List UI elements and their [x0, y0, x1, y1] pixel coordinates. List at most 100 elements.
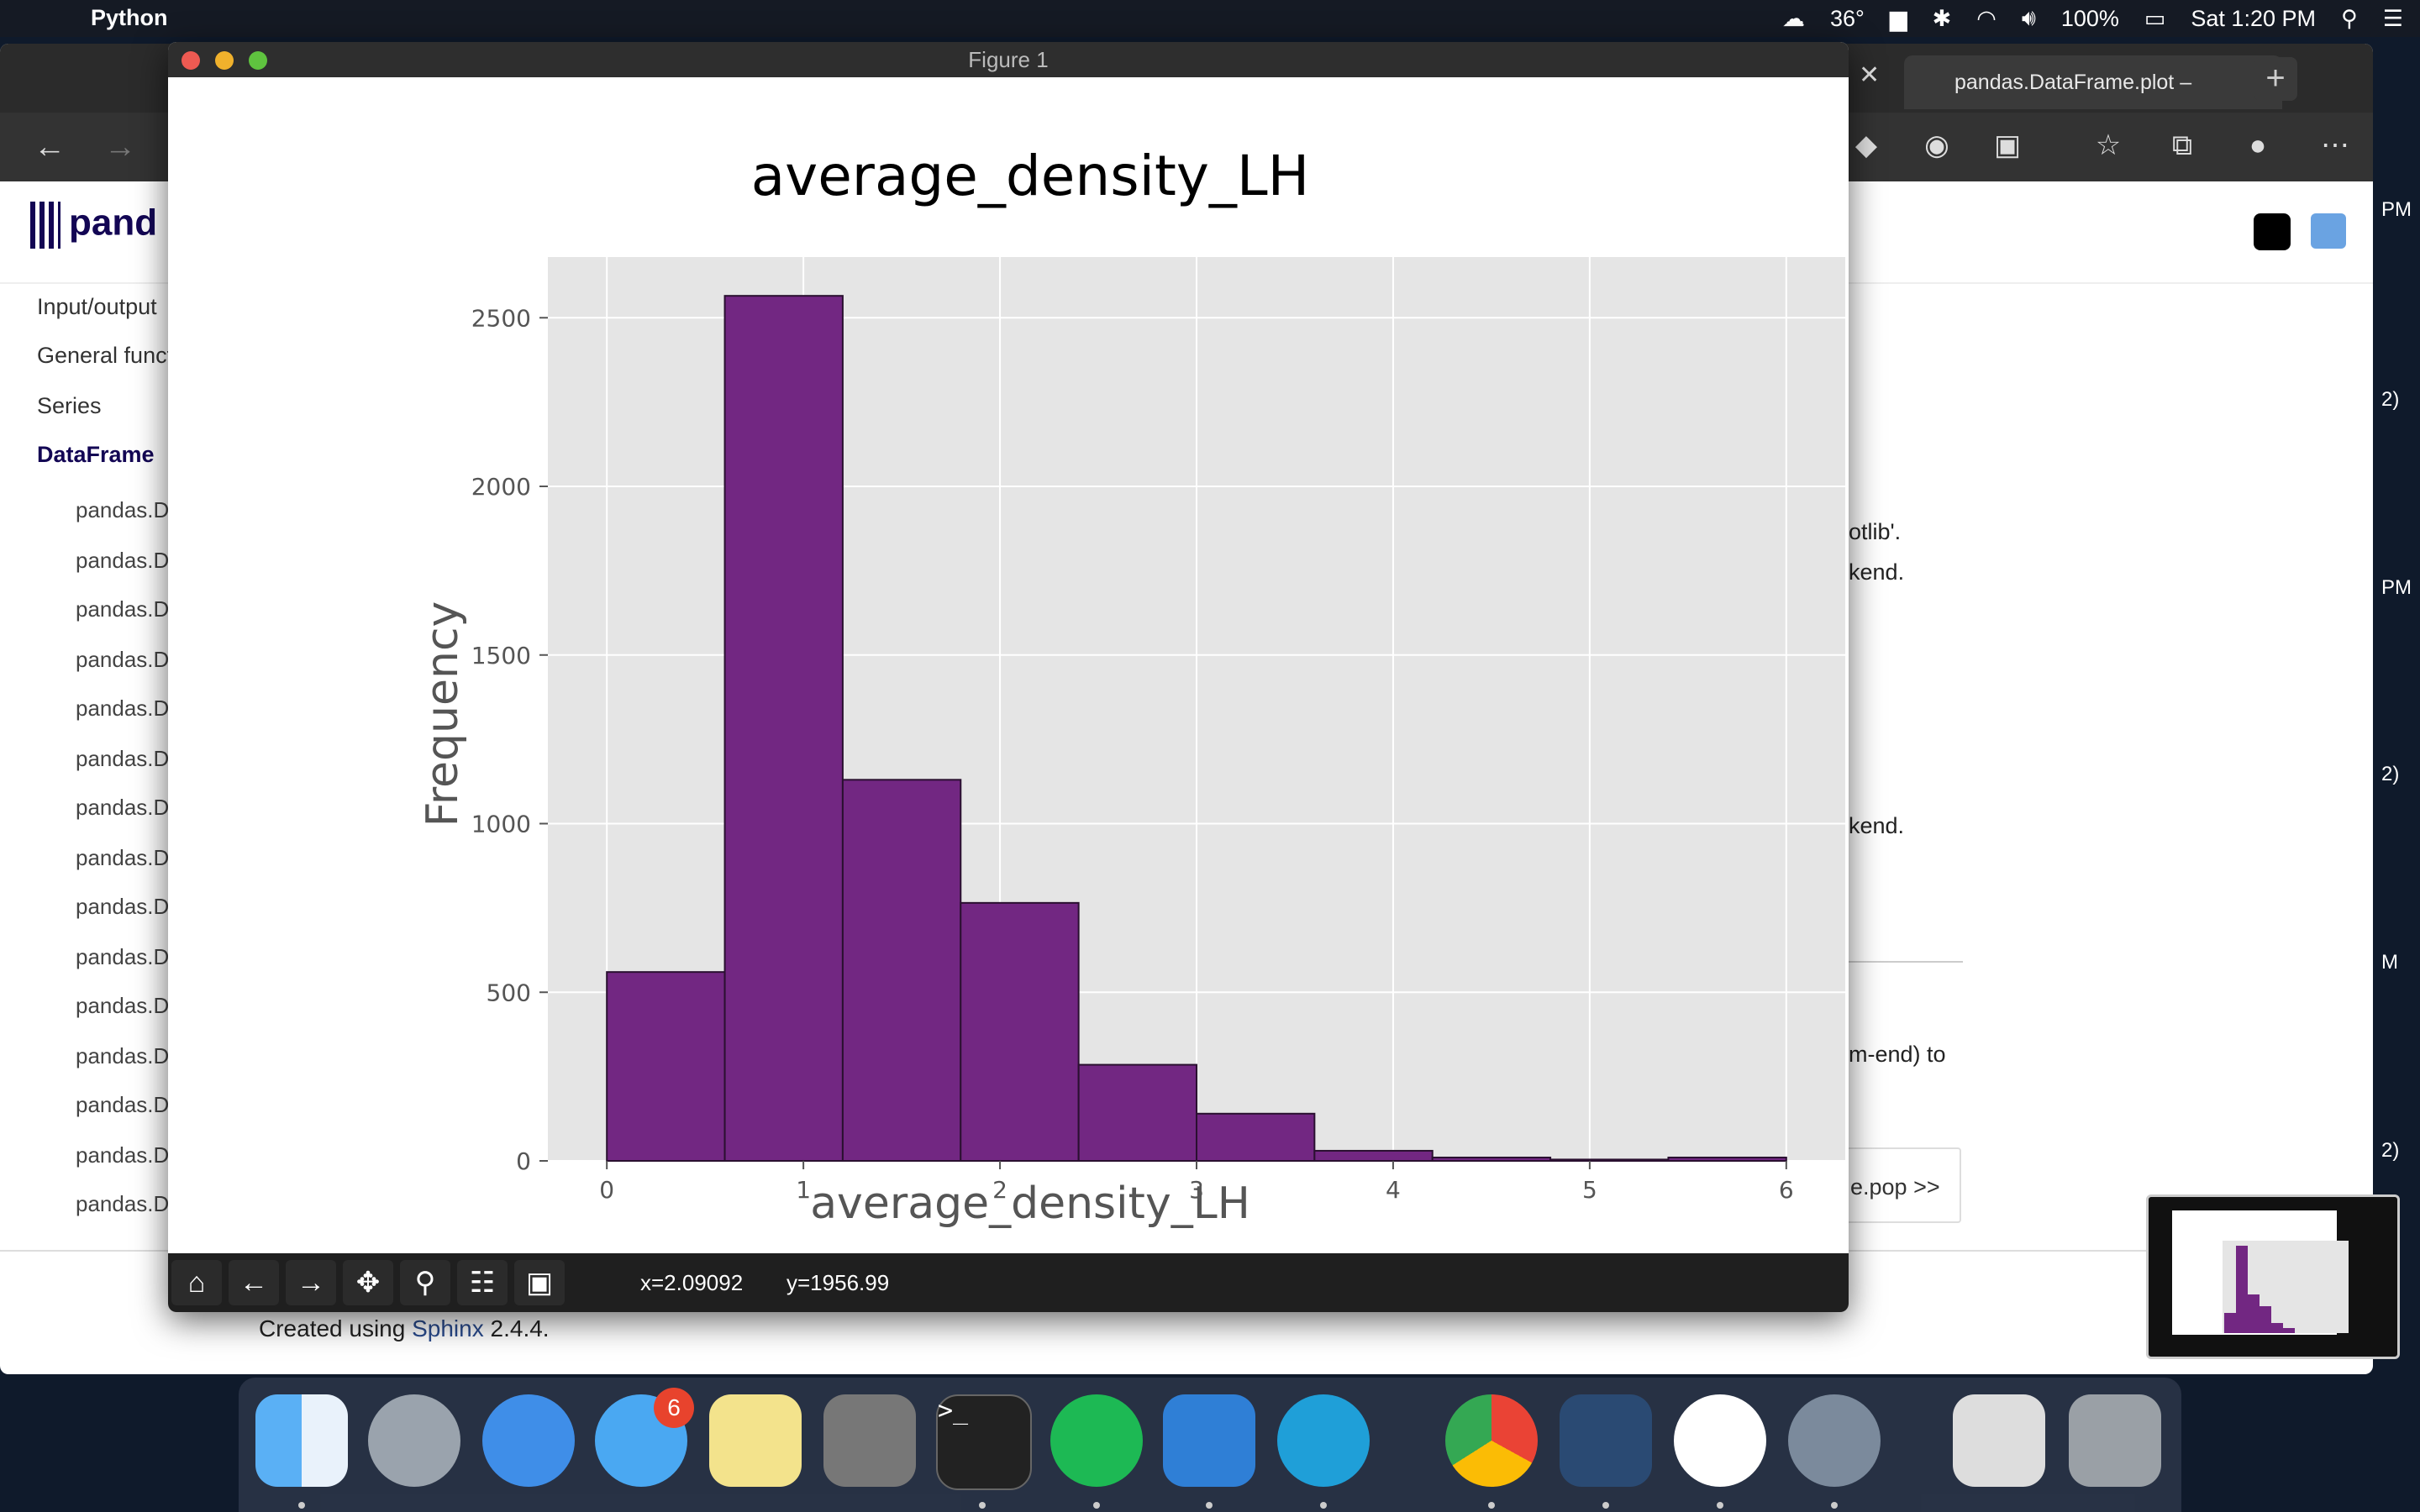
browser-tab[interactable]: pandas.DataFrame.plot – ✕	[1904, 55, 2282, 109]
sidebar-subitem[interactable]: pandas.D	[76, 647, 170, 672]
mysql-workbench-icon[interactable]	[1560, 1394, 1652, 1487]
extension-icon[interactable]: ◉	[1924, 129, 1949, 161]
favorites-icon[interactable]: ☆	[2095, 129, 2122, 161]
sidebar-subitem[interactable]: pandas.D	[76, 845, 170, 870]
figure-window-title: Figure 1	[968, 47, 1049, 72]
back-arrow-icon[interactable]: ←	[34, 129, 66, 165]
doc-link-fragment[interactable]: kend	[1849, 559, 1898, 585]
page-footer: Created using Sphinx 2.4.4.	[259, 1315, 550, 1342]
extension-icon[interactable]: ▣	[1993, 129, 2022, 161]
notes-icon[interactable]	[709, 1394, 802, 1487]
volume-icon[interactable]: 🔊︎	[2021, 5, 2036, 30]
clock[interactable]: Sat 1:20 PM	[2191, 5, 2316, 31]
zoom-icon[interactable]: ⚲	[400, 1260, 450, 1305]
running-indicator	[1831, 1502, 1838, 1509]
running-indicator	[979, 1502, 986, 1509]
running-indicator	[298, 1502, 305, 1509]
y-tick-label: 500	[487, 979, 531, 1006]
finder-icon[interactable]	[255, 1394, 348, 1487]
sidebar-subitem[interactable]: pandas.D	[76, 993, 170, 1018]
bluetooth-icon[interactable]: ✱	[1932, 5, 1952, 31]
extension-icon[interactable]: ◆	[1854, 129, 1878, 161]
save-icon[interactable]: ▣	[514, 1260, 565, 1305]
profile-avatar-icon[interactable]: ●	[2249, 129, 2267, 161]
configure-subplots-icon[interactable]: ☷	[457, 1260, 508, 1305]
spotify-icon[interactable]	[1050, 1394, 1143, 1487]
y-tick-label: 0	[516, 1147, 531, 1175]
figure-toolbar: ⌂ ← → ✥ ⚲ ☷ ▣ x=2.09092 y=1956.99	[168, 1253, 1849, 1312]
x-tick-label: 3	[1189, 1176, 1204, 1204]
weather-temp[interactable]: 36°	[1830, 5, 1865, 31]
trash-icon[interactable]	[2069, 1394, 2161, 1487]
sidebar-subitem[interactable]: pandas.D	[76, 1191, 170, 1216]
sidebar-item-dataframe[interactable]: DataFrame	[37, 442, 155, 467]
app-name[interactable]: Python	[91, 5, 168, 30]
next-page-button[interactable]: e.pop >>	[1823, 1147, 1961, 1223]
close-window-icon[interactable]	[182, 51, 200, 70]
y-tick-label: 1500	[471, 642, 531, 669]
pan-icon[interactable]: ✥	[343, 1260, 393, 1305]
sidebar-subitem[interactable]: pandas.D	[76, 596, 170, 622]
sidebar-subitem[interactable]: pandas.D	[76, 1142, 170, 1168]
running-indicator	[1093, 1502, 1100, 1509]
figure-canvas[interactable]: 0 1 2 3 4 5 6 0 500 1000 1500 2000 2500 average_den…	[168, 77, 1849, 1253]
vscode-icon[interactable]	[1163, 1394, 1255, 1487]
more-menu-icon[interactable]: ⋯	[2321, 129, 2349, 161]
terminal-icon[interactable]: >_	[936, 1394, 1032, 1490]
github-icon[interactable]	[2254, 213, 2291, 250]
safari-icon[interactable]	[482, 1394, 575, 1487]
sidebar-subitem[interactable]: pandas.D	[76, 696, 170, 721]
messages-badge: 6	[654, 1388, 694, 1428]
forward-arrow-icon[interactable]: →	[104, 129, 136, 165]
y-tick-label: 2000	[471, 473, 531, 501]
collections-icon[interactable]: ⧉	[2171, 129, 2193, 161]
back-arrow-icon[interactable]: ←	[229, 1260, 279, 1305]
screenshot-thumbnail[interactable]	[2146, 1194, 2400, 1359]
spotlight-search-icon[interactable]: ⚲	[2341, 5, 2358, 31]
minimize-window-icon[interactable]	[215, 51, 234, 70]
pandas-logo[interactable]: pand	[30, 202, 157, 249]
zoom-window-icon[interactable]	[249, 51, 267, 70]
footer-suffix: 2.4.4.	[483, 1315, 550, 1341]
sidebar-subitem[interactable]: pandas.D	[76, 497, 170, 522]
sidebar-item-series[interactable]: Series	[37, 393, 102, 418]
x-tick-label: 2	[992, 1176, 1007, 1204]
twitter-icon[interactable]	[2311, 213, 2346, 249]
sidebar-subitem[interactable]: pandas.D	[76, 944, 170, 969]
forward-arrow-icon[interactable]: →	[286, 1260, 336, 1305]
edge-icon[interactable]	[1277, 1394, 1370, 1487]
histogram-bars	[606, 295, 1787, 1163]
flag-icon[interactable]: ▆	[1889, 5, 1907, 31]
close-tab-icon[interactable]: ✕	[1859, 61, 1881, 89]
sidebar-item-input-output[interactable]: Input/output	[37, 294, 157, 319]
sidebar-subitem[interactable]: pandas.D	[76, 1092, 170, 1117]
mongodb-compass-icon[interactable]	[1674, 1394, 1766, 1487]
home-icon[interactable]: ⌂	[171, 1260, 222, 1305]
system-preferences-icon[interactable]	[823, 1394, 916, 1487]
sidebar-subitem[interactable]: pandas.D	[76, 795, 170, 820]
wifi-icon[interactable]: ◠	[1976, 5, 1996, 31]
control-center-icon[interactable]: ☰	[2382, 5, 2403, 31]
sidebar-subitem[interactable]: pandas.D	[76, 1043, 170, 1068]
battery-level[interactable]: 100%	[2060, 5, 2119, 31]
x-tick-label: 4	[1386, 1176, 1401, 1204]
sidebar-subitem[interactable]: pandas.D	[76, 894, 170, 919]
browser-tab-title: pandas.DataFrame.plot –	[1954, 71, 2192, 94]
thumbnail-figure	[2172, 1210, 2349, 1335]
new-tab-button[interactable]: +	[2254, 57, 2297, 101]
sidebar-subitem[interactable]: pandas.D	[76, 746, 170, 771]
chrome-icon[interactable]	[1445, 1394, 1538, 1487]
launchpad-icon[interactable]	[368, 1394, 460, 1487]
menu-bar: Python ☁ 36° ▆ ✱ ◠ 🔊︎ 100% ▭ Sat 1:20 PM…	[0, 0, 2420, 37]
histogram-bar	[960, 901, 1080, 1162]
sidebar-item-general-functions[interactable]: General funct	[37, 343, 174, 368]
sidebar-subitem[interactable]: pandas.D	[76, 548, 170, 573]
creative-cloud-icon[interactable]: ☁	[1782, 5, 1806, 31]
histogram-bar	[606, 971, 726, 1162]
python-launcher-icon[interactable]	[1788, 1394, 1881, 1487]
thumbnail-plot	[2223, 1241, 2349, 1333]
sphinx-link[interactable]: Sphinx	[412, 1315, 484, 1341]
battery-icon[interactable]: ▭	[2144, 5, 2166, 31]
minimized-window-icon[interactable]	[1953, 1394, 2045, 1487]
figure-title-bar[interactable]: Figure 1	[168, 42, 1849, 77]
